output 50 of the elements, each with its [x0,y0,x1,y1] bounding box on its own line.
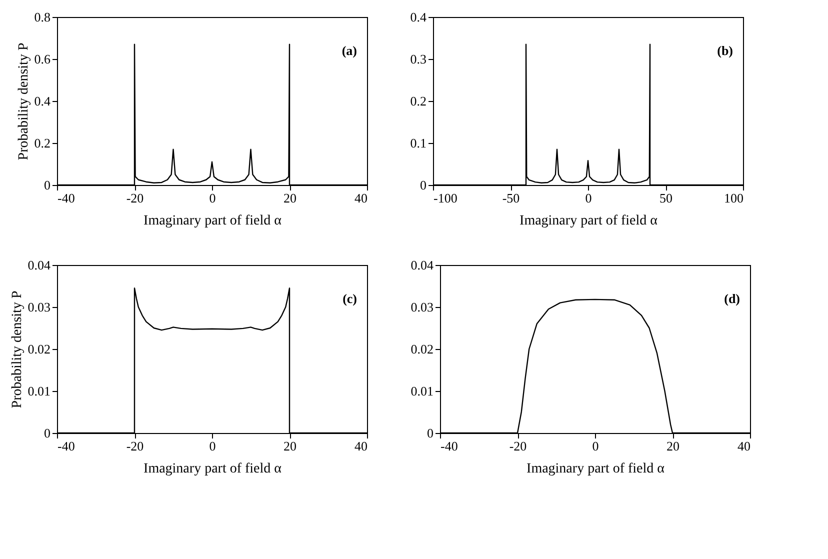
y-tick-label: 0.04 [410,258,434,272]
x-tick-label: -50 [502,190,520,206]
annotation: (c) [342,291,357,306]
y-tick-label: 0.1 [410,136,426,150]
y-tick-label: 0 [427,426,434,440]
annotation: (a) [342,43,357,58]
y-tick-label: 0.02 [410,342,434,356]
annotation: (b) [717,43,733,58]
x-tick-label: 20 [284,190,296,206]
y-tick-label: 0.03 [28,300,50,314]
x-tick-label: -40 [58,438,75,454]
y-tick-label: 0.8 [34,10,50,24]
x-tick-label: 40 [354,438,368,454]
x-tick-label: -40 [440,438,458,454]
y-tick-label: 0.01 [28,384,50,398]
y-tick-label: 0.01 [410,384,434,398]
x-tick-label: -20 [126,438,144,454]
x-axis-title: Imaginary part of field α [144,462,282,476]
y-tick-label: 0 [44,178,50,192]
x-tick-label: 40 [738,438,750,454]
y-tick-label: 0 [44,426,50,440]
y-tick-label: 0.03 [410,300,434,314]
y-tick-label: 0.6 [34,52,51,66]
y-tick-label: 0.2 [410,94,426,108]
annotation: (d) [724,291,740,306]
x-tick-label: 0 [592,438,599,454]
x-tick-label: 0 [209,190,216,206]
x-tick-label: 0 [209,438,216,454]
x-axis-title: Imaginary part of field α [526,462,666,476]
x-tick-label: 100 [724,190,744,206]
x-tick-label: 0 [585,190,592,206]
y-tick-label: 0 [420,178,426,192]
x-axis-title: Imaginary part of field α [520,214,658,228]
y-tick-label: 0.02 [28,342,50,356]
x-tick-label: -20 [126,190,144,206]
y-axis-title: Probability density P [10,290,25,408]
x-tick-label: 50 [660,190,672,206]
x-tick-label: 20 [666,438,680,454]
x-tick-label: 40 [354,190,368,206]
y-tick-label: 0.3 [410,52,426,66]
y-tick-label: 0.04 [28,258,51,272]
x-tick-label: -100 [434,190,458,206]
x-tick-label: -40 [58,190,75,206]
y-axis-title: Probability density P [16,42,32,160]
x-tick-label: -20 [509,438,527,454]
y-tick-label: 0.4 [410,10,427,24]
x-axis-title: Imaginary part of field α [144,214,282,228]
y-tick-label: 0.4 [34,94,51,108]
x-tick-label: 20 [284,438,296,454]
y-tick-label: 0.2 [34,136,50,150]
